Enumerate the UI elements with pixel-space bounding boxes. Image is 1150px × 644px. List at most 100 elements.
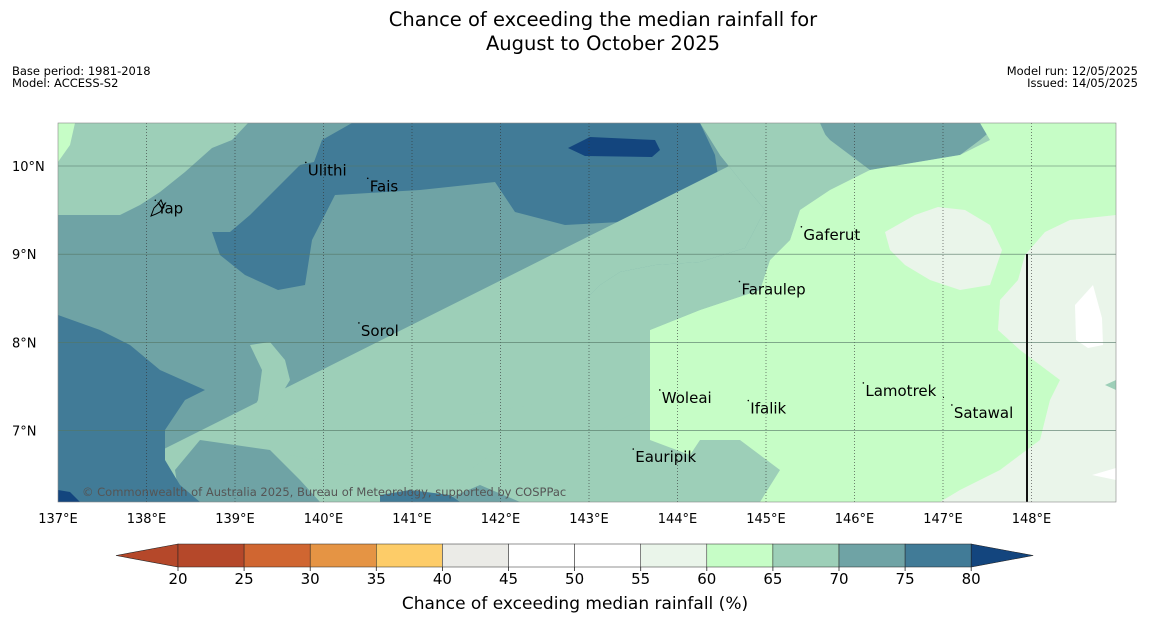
lon-tick-label: 147°E xyxy=(923,512,963,527)
place-label: Faraulep xyxy=(741,280,805,298)
title-line-2: August to October 2025 xyxy=(485,32,721,55)
colorbar-tick-label: 25 xyxy=(235,570,254,588)
lon-tick-label: 139°E xyxy=(215,512,255,527)
contour-above-80 xyxy=(568,137,660,157)
model-text: Model: ACCESS-S2 xyxy=(12,76,119,90)
place-label: Eauripik xyxy=(635,448,696,466)
place-label: Sorol xyxy=(361,322,399,340)
base-period-text: Base period: 1981-2018 xyxy=(12,64,151,78)
lon-tick-label: 148°E xyxy=(1012,512,1052,527)
colorbar-extend-low xyxy=(115,543,179,568)
contour-65-70-northwest xyxy=(58,123,248,215)
place-label: Ulithi xyxy=(308,161,347,179)
yap-island xyxy=(150,199,165,217)
lon-tick-label: 140°E xyxy=(304,512,344,527)
colorbar-segment xyxy=(508,543,575,568)
colorbar-segment xyxy=(309,543,377,568)
colorbar-segment xyxy=(640,543,708,568)
lon-tick-label: 138°E xyxy=(127,512,167,527)
lon-tick-label: 145°E xyxy=(746,512,786,527)
place-marker xyxy=(632,448,635,450)
place-sorol: Sorol xyxy=(358,322,399,340)
map-contours xyxy=(58,123,1116,502)
colorbar-tick-label: 60 xyxy=(697,570,716,588)
lon-tick-label: 137°E xyxy=(38,512,78,527)
colorbar-segment xyxy=(376,543,443,568)
place-label: Lamotrek xyxy=(865,382,936,400)
contour-50-55-edge xyxy=(1092,468,1116,480)
lon-tick-label: 142°E xyxy=(481,512,521,527)
colorbar-segment xyxy=(243,543,311,568)
lat-tick-label: 8°N xyxy=(12,336,37,351)
contour-55-60-east xyxy=(940,215,1116,502)
colorbar: 20 25 30 35 40 45 50 55 60 65 70 75 80 xyxy=(115,543,1034,588)
map-axes: 137°E 138°E 139°E 140°E 141°E 142°E 143°E 144°E… xyxy=(12,160,1051,527)
contour-65-70-south xyxy=(245,123,870,470)
model-run-info: Model run: 12/05/2025 Issued: 14/05/2025 xyxy=(1007,65,1138,89)
lat-tick-label: 9°N xyxy=(12,248,37,263)
colorbar-label: Chance of exceeding median rainfall (%) xyxy=(401,594,749,614)
place-marker xyxy=(738,280,741,283)
place-marker xyxy=(154,199,157,202)
place-gaferut: Gaferut xyxy=(800,226,860,244)
place-label: Ifalik xyxy=(750,400,786,418)
colorbar-tick-label: 45 xyxy=(499,570,518,588)
graticule xyxy=(58,123,1116,502)
place-ifalik: Ifalik xyxy=(747,400,787,418)
place-label: Woleai xyxy=(662,389,712,407)
place-labels: Ulithi Fais Yap Gaferut Faraulep Sorol Woleai I… xyxy=(154,161,1013,466)
lon-tick-label: 143°E xyxy=(569,512,609,527)
place-label: Yap xyxy=(156,199,183,217)
place-marker xyxy=(366,177,369,180)
colorbar-segment xyxy=(442,543,509,568)
colorbar-extend-high xyxy=(970,543,1034,568)
colorbar-tick-label: 20 xyxy=(168,570,187,588)
contour-65-70-edge xyxy=(1105,380,1116,390)
contour-60-65 xyxy=(650,123,1116,502)
place-marker xyxy=(951,404,953,406)
place-marker xyxy=(305,161,307,164)
colorbar-tick-label: 65 xyxy=(763,570,782,588)
contour-75-80-south-edge xyxy=(380,490,460,502)
title-line-1: Chance of exceeding the median rainfall … xyxy=(388,8,818,31)
colorbar-segment xyxy=(904,543,972,568)
base-period-info: Base period: 1981-2018 Model: ACCESS-S2 xyxy=(12,65,151,89)
contour-above-80-southwest xyxy=(58,490,80,502)
contour-75-80-southwest xyxy=(58,315,205,502)
place-marker xyxy=(862,382,865,384)
colorbar-segment xyxy=(177,543,245,568)
colorbar-tick-label: 80 xyxy=(962,570,981,588)
contour-75-80-north xyxy=(212,123,720,290)
colorbar-tick-label: 40 xyxy=(433,570,452,588)
model-run-text: Model run: 12/05/2025 xyxy=(1006,64,1138,78)
lon-tick-label: 144°E xyxy=(658,512,698,527)
colorbar-segment xyxy=(574,543,641,568)
place-label: Fais xyxy=(370,177,399,195)
colorbar-segment xyxy=(772,543,840,568)
place-marker xyxy=(659,389,661,391)
place-marker xyxy=(358,322,360,324)
lon-tick-label: 146°E xyxy=(835,512,875,527)
copyright-notice: © Commonwealth of Australia 2025, Bureau… xyxy=(82,485,566,499)
map-title: Chance of exceeding the median rainfall … xyxy=(0,8,1150,56)
colorbar-tick-label: 55 xyxy=(631,570,650,588)
place-lamotrek: Lamotrek xyxy=(862,382,937,400)
place-label: Satawal xyxy=(954,404,1013,422)
map-frame xyxy=(57,122,1117,503)
colorbar-segment xyxy=(706,543,774,568)
lat-tick-label: 10°N xyxy=(12,160,45,175)
place-label: Gaferut xyxy=(803,226,860,244)
place-satawal: Satawal xyxy=(951,404,1013,422)
place-eauripik: Eauripik xyxy=(632,448,696,466)
contour-60-65-corner xyxy=(58,123,75,162)
colorbar-tick-label: 30 xyxy=(301,570,320,588)
colorbar-tick-label: 35 xyxy=(367,570,386,588)
islet-marker: . xyxy=(942,391,945,401)
place-faraulep: Faraulep xyxy=(738,280,806,298)
lon-tick-label: 141°E xyxy=(392,512,432,527)
lat-tick-label: 7°N xyxy=(12,425,37,440)
place-woleai: Woleai xyxy=(659,389,712,407)
colorbar-segment xyxy=(838,543,906,568)
contour-50-55 xyxy=(1075,285,1103,348)
